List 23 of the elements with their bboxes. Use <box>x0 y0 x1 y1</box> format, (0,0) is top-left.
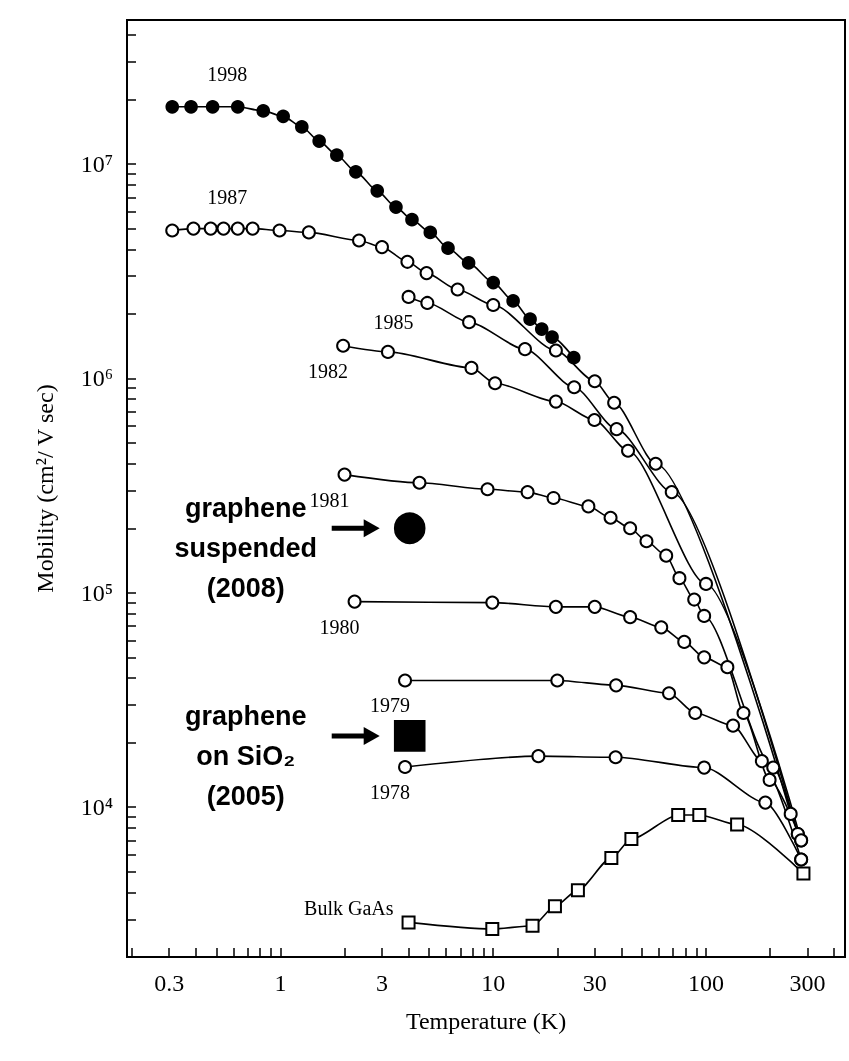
x-tick-label: 100 <box>688 970 725 996</box>
series-label: 1982 <box>308 359 349 382</box>
x-axis-title: Temperature (K) <box>405 1008 567 1034</box>
series-label: 1978 <box>370 780 411 803</box>
series-label: 1987 <box>207 186 248 209</box>
x-tick-label: 30 <box>582 970 607 996</box>
x-tick-label: 3 <box>375 970 388 996</box>
y-axis-title: Mobility (cm²/ V sec) <box>32 384 58 593</box>
x-tick-label: 1 <box>274 970 287 996</box>
y-tick-label: 10⁴ <box>80 794 113 821</box>
series-label: Bulk GaAs <box>304 897 394 920</box>
x-tick-label: 10 <box>481 970 506 996</box>
series-label: 1979 <box>370 694 411 717</box>
x-tick-label: 300 <box>789 970 826 996</box>
y-tick-label: 10⁷ <box>80 151 113 178</box>
x-tick-label: 0.3 <box>154 970 185 996</box>
series-label: 1998 <box>207 63 248 85</box>
y-tick-label: 10⁵ <box>80 579 113 606</box>
series-label: 1985 <box>373 310 414 333</box>
y-tick-label: 10⁶ <box>80 365 113 392</box>
series-label: 1981 <box>309 488 350 511</box>
annotation: graphene on SiO₂ (2005) <box>184 700 307 811</box>
series-label: 1980 <box>319 615 360 638</box>
